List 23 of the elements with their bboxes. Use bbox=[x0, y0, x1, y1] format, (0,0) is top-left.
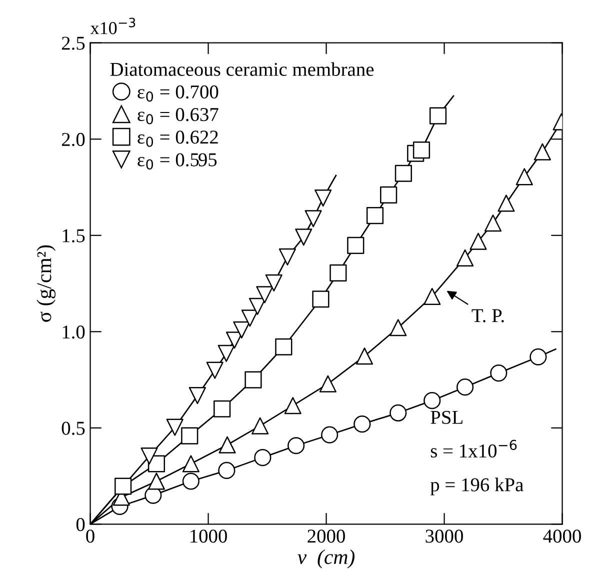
annotation: PSL bbox=[430, 410, 462, 424]
annotation: s = 1x10$^{−6}$ bbox=[430, 440, 517, 458]
legend-title: Diatomaceous ceramic membrane bbox=[110, 62, 374, 76]
legend-label: ε$_{0}$ = 0.637 bbox=[138, 108, 218, 124]
x-tick-label: 2000 bbox=[308, 530, 345, 543]
y-tick-label: 1.0 bbox=[62, 325, 85, 339]
annotation: p = 196 kPa bbox=[430, 478, 524, 496]
legend-label: ε$_{0}$ = 0.595 bbox=[138, 153, 217, 170]
x-tick-label: 3000 bbox=[426, 530, 463, 543]
y-tick-label: 2.0 bbox=[62, 132, 85, 146]
x-tick-label: 4000 bbox=[543, 530, 581, 543]
x-tick-label: 0 bbox=[86, 530, 94, 543]
y-tick-label: 0.5 bbox=[62, 422, 85, 435]
x-tick-label: 1000 bbox=[190, 530, 227, 543]
legend-label: ε$_{0}$ = 0.622 bbox=[138, 130, 218, 147]
y-tick-label: 1.5 bbox=[62, 229, 85, 242]
y-axis-title: σ (g/cm²) bbox=[36, 245, 56, 322]
x-axis-title: v (cm) bbox=[298, 549, 355, 568]
y-tick-label: 2.5 bbox=[62, 36, 85, 50]
annotation: T. P. bbox=[472, 309, 504, 322]
y-tick-label: 0 bbox=[76, 518, 85, 532]
legend-label: ε$_{0}$ = 0.700 bbox=[138, 85, 218, 102]
text: x10$^{−3}$ bbox=[90, 18, 136, 34]
